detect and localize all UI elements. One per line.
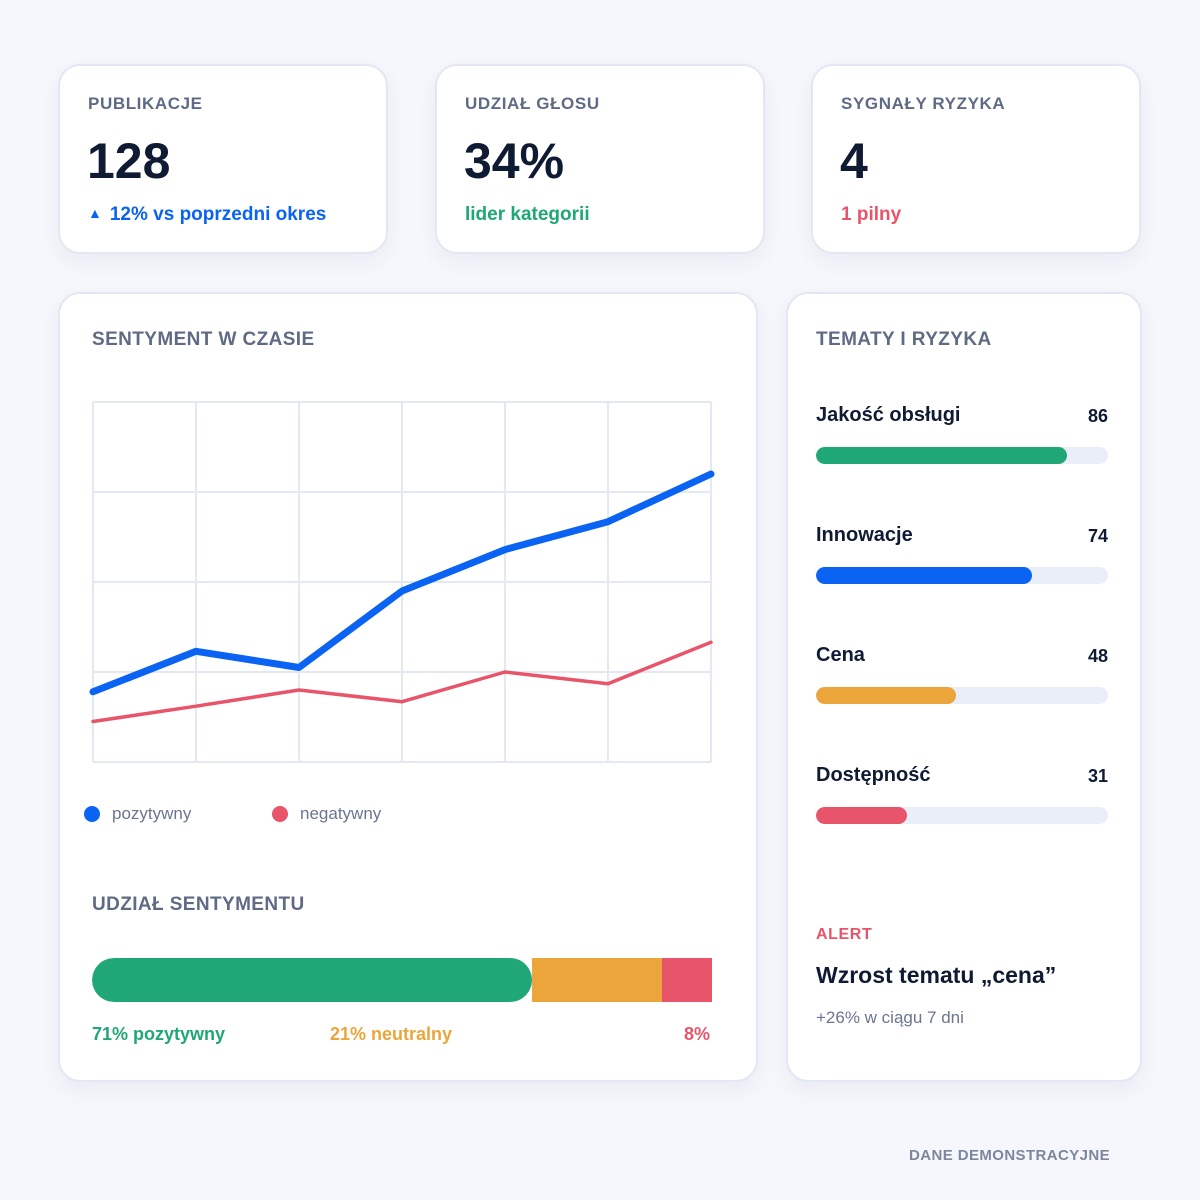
kpi-value: 34% xyxy=(464,133,565,189)
sentiment-title: SENTYMENT W CZASIE xyxy=(92,329,315,350)
kpi-value: 4 xyxy=(840,133,868,189)
share-label-neutral: 21% neutralny xyxy=(330,1024,453,1044)
legend-dot-blue xyxy=(84,806,100,822)
kpi-value: 128 xyxy=(87,133,171,189)
topic-value: 31 xyxy=(1087,766,1108,786)
topic-track xyxy=(816,447,1108,464)
topic-track xyxy=(816,807,1108,824)
topic-track xyxy=(816,567,1108,584)
kpi-trend: ▲ 12% vs poprzedni okres xyxy=(88,204,326,226)
share-label-positive: 71% pozytywny xyxy=(92,1024,226,1044)
series-line-positive[interactable] xyxy=(89,470,715,696)
share-segment-neg[interactable] xyxy=(662,958,712,1002)
series-line-negative[interactable] xyxy=(91,640,713,724)
kpi-label: SYGNAŁY RYZYKA xyxy=(841,94,1006,113)
legend-positive[interactable]: pozytywny xyxy=(84,804,191,824)
share-segment-pos[interactable] xyxy=(92,958,533,1002)
topic-fill xyxy=(816,807,907,824)
topic-name: Cena xyxy=(816,644,865,666)
legend-negative-label: negatywny xyxy=(300,804,382,823)
topic-name: Jakość obsługi xyxy=(816,404,961,426)
sentiment-line-chart xyxy=(89,401,715,763)
alert-subtitle: +26% w ciągu 7 dni xyxy=(816,1008,964,1027)
kpi-label: PUBLIKACJE xyxy=(88,94,203,113)
legend-positive-label: pozytywny xyxy=(112,804,192,823)
kpi-card-risk-signals[interactable]: SYGNAŁY RYZYKA 4 1 pilny xyxy=(811,64,1141,254)
alert-label: ALERT xyxy=(816,926,873,943)
kpi-label: UDZIAŁ GŁOSU xyxy=(465,94,600,113)
alert-title[interactable]: Wzrost tematu „cena” xyxy=(816,962,1057,988)
triangle-up-icon: ▲ xyxy=(88,205,102,221)
topic-fill xyxy=(816,447,1068,464)
share-segment-neu[interactable] xyxy=(532,958,663,1002)
share-label-negative: 8% xyxy=(683,1024,710,1044)
footer-note: DANE DEMONSTRACYJNE xyxy=(909,1147,1110,1164)
kpi-note: lider kategorii xyxy=(465,204,590,225)
topic-fill xyxy=(816,567,1033,584)
kpi-note: 1 pilny xyxy=(841,204,902,225)
share-title: UDZIAŁ SENTYMENTU xyxy=(92,894,305,915)
topics-card: TEMATY I RYZYKA Jakość obsługi 86 Innowa… xyxy=(786,292,1142,1082)
topic-track xyxy=(816,687,1108,704)
topics-title: TEMATY I RYZYKA xyxy=(816,329,992,350)
topic-value: 74 xyxy=(1087,526,1108,546)
legend-dot-red xyxy=(272,806,288,822)
topic-name: Dostępność xyxy=(816,764,931,786)
kpi-trend-text: 12% vs poprzedni okres xyxy=(109,204,327,225)
sentiment-card: SENTYMENT W CZASIE pozytywny negatywny U… xyxy=(58,292,758,1082)
topic-value: 86 xyxy=(1087,406,1108,426)
kpi-card-share-of-voice[interactable]: UDZIAŁ GŁOSU 34% lider kategorii xyxy=(435,64,765,254)
sentiment-share-bar xyxy=(92,958,712,1002)
topic-name: Innowacje xyxy=(816,524,913,546)
legend-negative[interactable]: negatywny xyxy=(272,804,381,824)
topic-fill xyxy=(816,687,957,704)
kpi-card-publications[interactable]: PUBLIKACJE 128 ▲ 12% vs poprzedni okres xyxy=(58,64,388,254)
topic-value: 48 xyxy=(1087,646,1108,666)
